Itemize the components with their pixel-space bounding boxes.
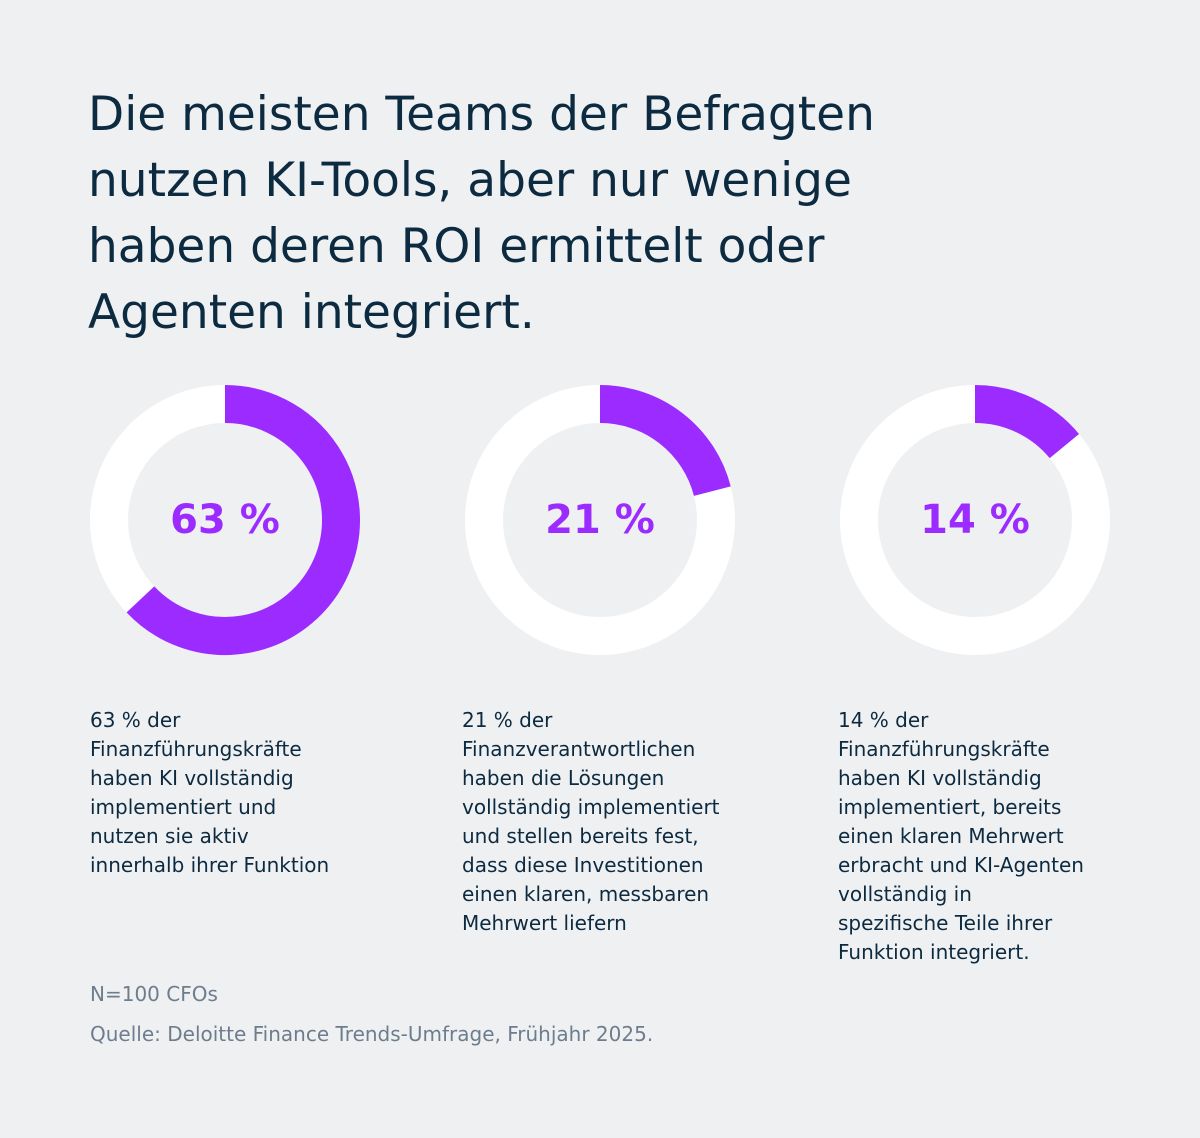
- description-line: innerhalb ihrer Funktion: [90, 853, 329, 877]
- value-label: 63 %: [170, 497, 280, 543]
- description-line: 63 % der: [90, 708, 181, 732]
- description-line: vollständig in: [838, 882, 972, 906]
- description-line: haben die Lösungen: [462, 766, 664, 790]
- description-line: implementiert und: [90, 795, 276, 819]
- title-line: nutzen KI-Tools, aber nur wenige: [88, 153, 852, 208]
- title-line: Die meisten Teams der Befragten: [88, 87, 875, 142]
- description-line: haben KI vollständig: [838, 766, 1042, 790]
- value-label: 21 %: [545, 497, 655, 543]
- description-line: Finanzführungskräfte: [90, 737, 302, 761]
- description-line: haben KI vollständig: [90, 766, 294, 790]
- description-line: vollständig implementiert: [462, 795, 720, 819]
- donut-arc: [599, 385, 731, 497]
- description-line: dass diese Investitionen: [462, 853, 704, 877]
- description-line: 21 % der: [462, 708, 553, 732]
- description-line: 14 % der: [838, 708, 929, 732]
- title-line: haben deren ROI ermittelt oder: [88, 219, 825, 274]
- description-line: nutzen sie aktiv: [90, 824, 249, 848]
- donut-arc: [126, 385, 360, 655]
- description-line: spezifische Teile ihrer: [838, 911, 1053, 935]
- sample-note: N=100 CFOs: [90, 982, 218, 1006]
- source-note: Quelle: Deloitte Finance Trends-Umfrage,…: [90, 1022, 653, 1046]
- description-line: Finanzführungskräfte: [838, 737, 1050, 761]
- description-line: und stellen bereits fest,: [462, 824, 699, 848]
- title-line: Agenten integriert.: [88, 285, 535, 340]
- description-line: Mehrwert liefern: [462, 911, 627, 935]
- description-line: implementiert, bereits: [838, 795, 1061, 819]
- description-line: einen klaren, messbaren: [462, 882, 709, 906]
- description-line: Funktion integriert.: [838, 940, 1030, 964]
- description-line: Finanzverantwortlichen: [462, 737, 695, 761]
- description-line: erbracht und KI-Agenten: [838, 853, 1084, 877]
- description-line: einen klaren Mehrwert: [838, 824, 1064, 848]
- value-label: 14 %: [920, 497, 1030, 543]
- donut-arc: [974, 385, 1080, 459]
